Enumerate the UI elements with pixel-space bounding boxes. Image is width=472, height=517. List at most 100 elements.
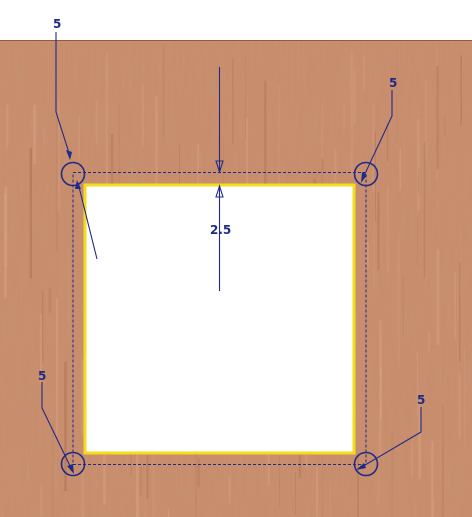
wood-grain-streak	[404, 136, 405, 178]
wood-grain-streak	[144, 418, 146, 517]
wood-grain-streak	[343, 104, 345, 131]
wood-grain-streak	[56, 113, 58, 253]
wood-grain-streak	[417, 168, 420, 194]
dim-label-bottom-right[interactable]: 5	[417, 393, 425, 407]
wood-grain-streak	[423, 142, 426, 278]
wood-grain-streak	[334, 147, 337, 202]
corner-circle-top-left[interactable]	[60, 161, 86, 187]
wood-grain-streak	[232, 58, 234, 145]
wood-grain-streak	[264, 80, 267, 210]
wood-grain-streak	[136, 432, 139, 517]
wood-grain-streak	[279, 450, 280, 508]
corner-circle-top-right[interactable]	[353, 161, 379, 187]
dim-label-offset[interactable]: 2.5	[210, 223, 231, 237]
wood-grain-streak	[315, 467, 319, 517]
wood-grain-streak	[298, 440, 302, 479]
wood-grain-streak	[460, 55, 462, 126]
wood-grain-streak	[322, 102, 324, 191]
wood-grain-streak	[64, 361, 67, 492]
wood-grain-streak	[363, 54, 365, 91]
wood-grain-streak	[350, 49, 354, 177]
wood-grain-streak	[372, 103, 375, 192]
corner-circle-bottom-right[interactable]	[353, 451, 379, 477]
wood-grain-streak	[68, 247, 70, 324]
wood-grain-streak	[67, 435, 68, 476]
wood-grain-streak	[402, 275, 404, 335]
wood-grain-streak	[463, 349, 465, 450]
wood-grain-streak	[130, 443, 132, 477]
wood-grain-streak	[373, 180, 375, 288]
leader-bottom-left	[41, 382, 74, 474]
wood-grain-streak	[146, 450, 149, 499]
wood-grain-streak	[379, 367, 383, 421]
wood-grain-streak	[444, 115, 446, 136]
wood-grain-streak	[41, 290, 44, 363]
wood-grain-streak	[386, 122, 389, 162]
wood-grain-streak	[244, 55, 246, 140]
wood-grain-streak	[458, 361, 461, 439]
wood-grain-streak	[386, 186, 389, 272]
wood-grain-streak	[48, 288, 52, 313]
wood-grain-streak	[442, 405, 444, 517]
wood-grain-streak	[57, 98, 60, 212]
wood-grain-streak	[228, 477, 231, 504]
wood-grain-streak	[95, 98, 98, 146]
wood-grain-streak	[4, 193, 7, 299]
wood-grain-streak	[353, 70, 356, 123]
wood-grain-streak	[197, 458, 200, 488]
corner-circle-bottom-left[interactable]	[60, 451, 86, 477]
wood-grain-streak	[152, 449, 155, 517]
leader-top-left	[55, 32, 98, 260]
dim-label-bottom-left[interactable]: 5	[38, 369, 46, 383]
wood-grain-streak	[321, 158, 324, 187]
wood-grain-streak	[396, 48, 398, 141]
wood-grain-streak	[427, 330, 430, 353]
wood-grain-streak	[398, 232, 400, 367]
wood-grain-streak	[155, 96, 158, 198]
wood-grain-streak	[81, 461, 84, 517]
wood-grain-streak	[322, 403, 324, 517]
wood-grain-streak	[40, 313, 43, 386]
wood-grain-streak	[411, 442, 413, 476]
wood-grain-streak	[417, 119, 420, 211]
wood-grain-streak	[377, 429, 380, 505]
wood-grain-streak	[432, 499, 434, 517]
wood-grain-streak	[52, 420, 54, 517]
wood-grain-streak	[103, 450, 106, 505]
wood-grain-streak	[374, 131, 376, 222]
wood-grain-streak	[118, 103, 120, 204]
wood-grain-streak	[399, 148, 402, 190]
wood-grain-streak	[436, 66, 439, 170]
wood-grain-streak	[436, 45, 438, 181]
dim-label-top-right[interactable]: 5	[389, 76, 397, 90]
leader-top-right	[361, 90, 393, 183]
leader-bottom-right	[356, 407, 422, 470]
wood-grain-streak	[417, 217, 419, 266]
wood-grain-streak	[140, 466, 142, 517]
wood-grain-streak	[424, 79, 428, 162]
wood-grain-streak	[4, 187, 8, 267]
wood-grain-streak	[195, 450, 197, 517]
wood-grain-streak	[329, 482, 331, 517]
wood-grain-streak	[139, 495, 142, 517]
wood-grain-streak	[436, 249, 440, 345]
wood-grain-streak	[168, 509, 170, 517]
wood-grain-streak	[141, 83, 144, 147]
wood-grain-streak	[366, 241, 369, 267]
wood-grain-streak	[27, 459, 29, 481]
wood-grain-streak	[43, 126, 45, 160]
wood-grain-streak	[357, 455, 359, 517]
wood-grain-streak	[105, 52, 108, 189]
wood-grain-streak	[162, 43, 165, 137]
wood-grain-streak	[6, 104, 9, 149]
wood-grain-streak	[391, 432, 393, 517]
wood-grain-streak	[416, 352, 419, 416]
wood-grain-streak	[431, 441, 434, 517]
wood-grain-streak	[78, 115, 80, 159]
wood-grain-streak	[377, 192, 380, 270]
dim-label-top-left[interactable]: 5	[53, 17, 61, 31]
wood-grain-streak	[33, 105, 36, 165]
wood-grain-streak	[81, 358, 84, 435]
wood-grain-streak	[29, 147, 32, 279]
